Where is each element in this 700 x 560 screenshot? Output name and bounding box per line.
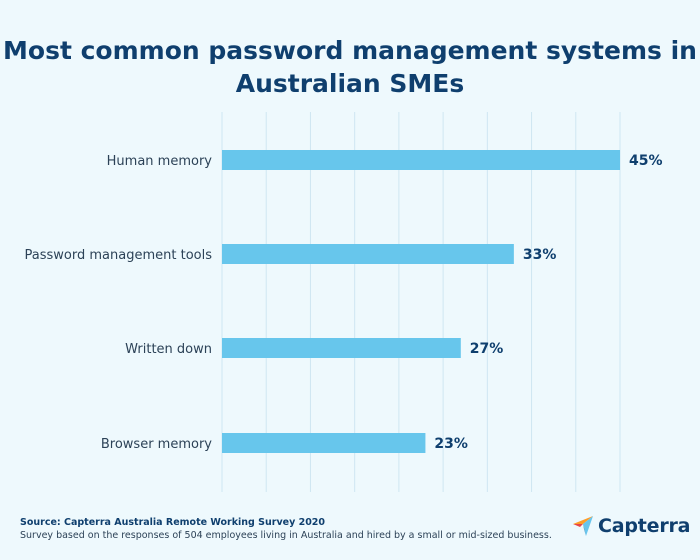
source-note: Source: Capterra Australia Remote Workin… [20,517,326,528]
bar-browser-memory [222,433,426,453]
capterra-logo: Capterra [572,515,690,537]
chart-title-line-2: Australian SMEs [235,69,465,98]
value-label: 27% [470,341,504,357]
chart-title: Most common password management systems … [0,34,700,100]
capterra-wordmark: Capterra [598,515,691,537]
value-label: 45% [629,153,663,169]
value-label: 33% [523,247,557,263]
category-label: Written down [125,342,212,357]
category-label: Password management tools [25,248,213,263]
bar-written-down [222,338,461,358]
chart-title-line-1: Most common password management systems … [3,36,697,65]
bar-password-management-tools [222,244,514,264]
capterra-arrow-icon [573,516,593,536]
survey-note: Survey based on the responses of 504 emp… [20,530,552,541]
value-label: 23% [434,436,468,452]
bar-chart: Human memory 45% Password management tools… [25,112,663,492]
chart-footer: Source: Capterra Australia Remote Workin… [20,516,552,542]
category-label: Browser memory [101,437,212,452]
bar-human-memory [222,150,620,170]
category-label: Human memory [107,154,213,169]
